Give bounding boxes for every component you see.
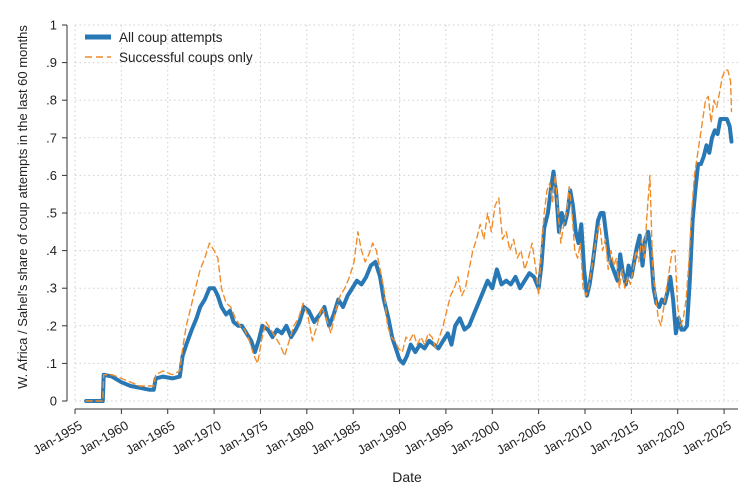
y-ticks: 0 .1 .2 .3 .4 .5 .6 .7 .8 .9 1 [46, 18, 67, 409]
y-tick-label: .8 [46, 93, 57, 108]
y-tick-label: .5 [46, 206, 57, 221]
x-tick-label: Jan-1960 [77, 418, 131, 458]
y-tick-label: .6 [46, 168, 57, 183]
y-tick-label: 0 [50, 394, 57, 409]
x-tick-label: Jan-1985 [308, 418, 362, 458]
x-tick-label: Jan-2010 [540, 418, 594, 458]
x-tick-label: Jan-1990 [355, 418, 409, 458]
x-tick-label: Jan-1980 [262, 418, 316, 458]
y-tick-label: .2 [46, 318, 57, 333]
y-tick-label: .1 [46, 356, 57, 371]
x-tick-label: Jan-2025 [679, 418, 733, 458]
y-axis-title: W. Africa / Sahel's share of coup attemp… [15, 25, 30, 389]
legend-label-all-coups: All coup attempts [119, 30, 223, 45]
series [84, 69, 734, 403]
x-tick-label: Jan-1965 [123, 418, 177, 458]
x-tick-label: Jan-2005 [494, 418, 548, 458]
x-ticks: Jan-1955Jan-1960Jan-1965Jan-1970Jan-1975… [30, 409, 734, 458]
x-axis-title: Date [392, 469, 422, 485]
y-tick-label: .3 [46, 281, 57, 296]
legend: All coup attempts Successful coups only [85, 30, 253, 65]
series-line-successful-coups [85, 69, 733, 402]
y-tick-label: .9 [46, 55, 57, 70]
x-tick-label: Jan-2000 [448, 418, 502, 458]
x-tick-label: Jan-1995 [401, 418, 455, 458]
series-line-all-coups [84, 117, 734, 403]
grid [74, 24, 738, 402]
x-tick-label: Jan-2020 [633, 418, 687, 458]
x-tick-label: Jan-1955 [30, 418, 84, 458]
x-tick-label: Jan-1975 [216, 418, 270, 458]
y-tick-label: .4 [46, 243, 57, 258]
y-tick-label: 1 [50, 18, 57, 33]
legend-label-successful-coups: Successful coups only [119, 50, 253, 65]
x-tick-label: Jan-1970 [169, 418, 223, 458]
y-tick-label: .7 [46, 130, 57, 145]
x-tick-label: Jan-2015 [587, 418, 641, 458]
